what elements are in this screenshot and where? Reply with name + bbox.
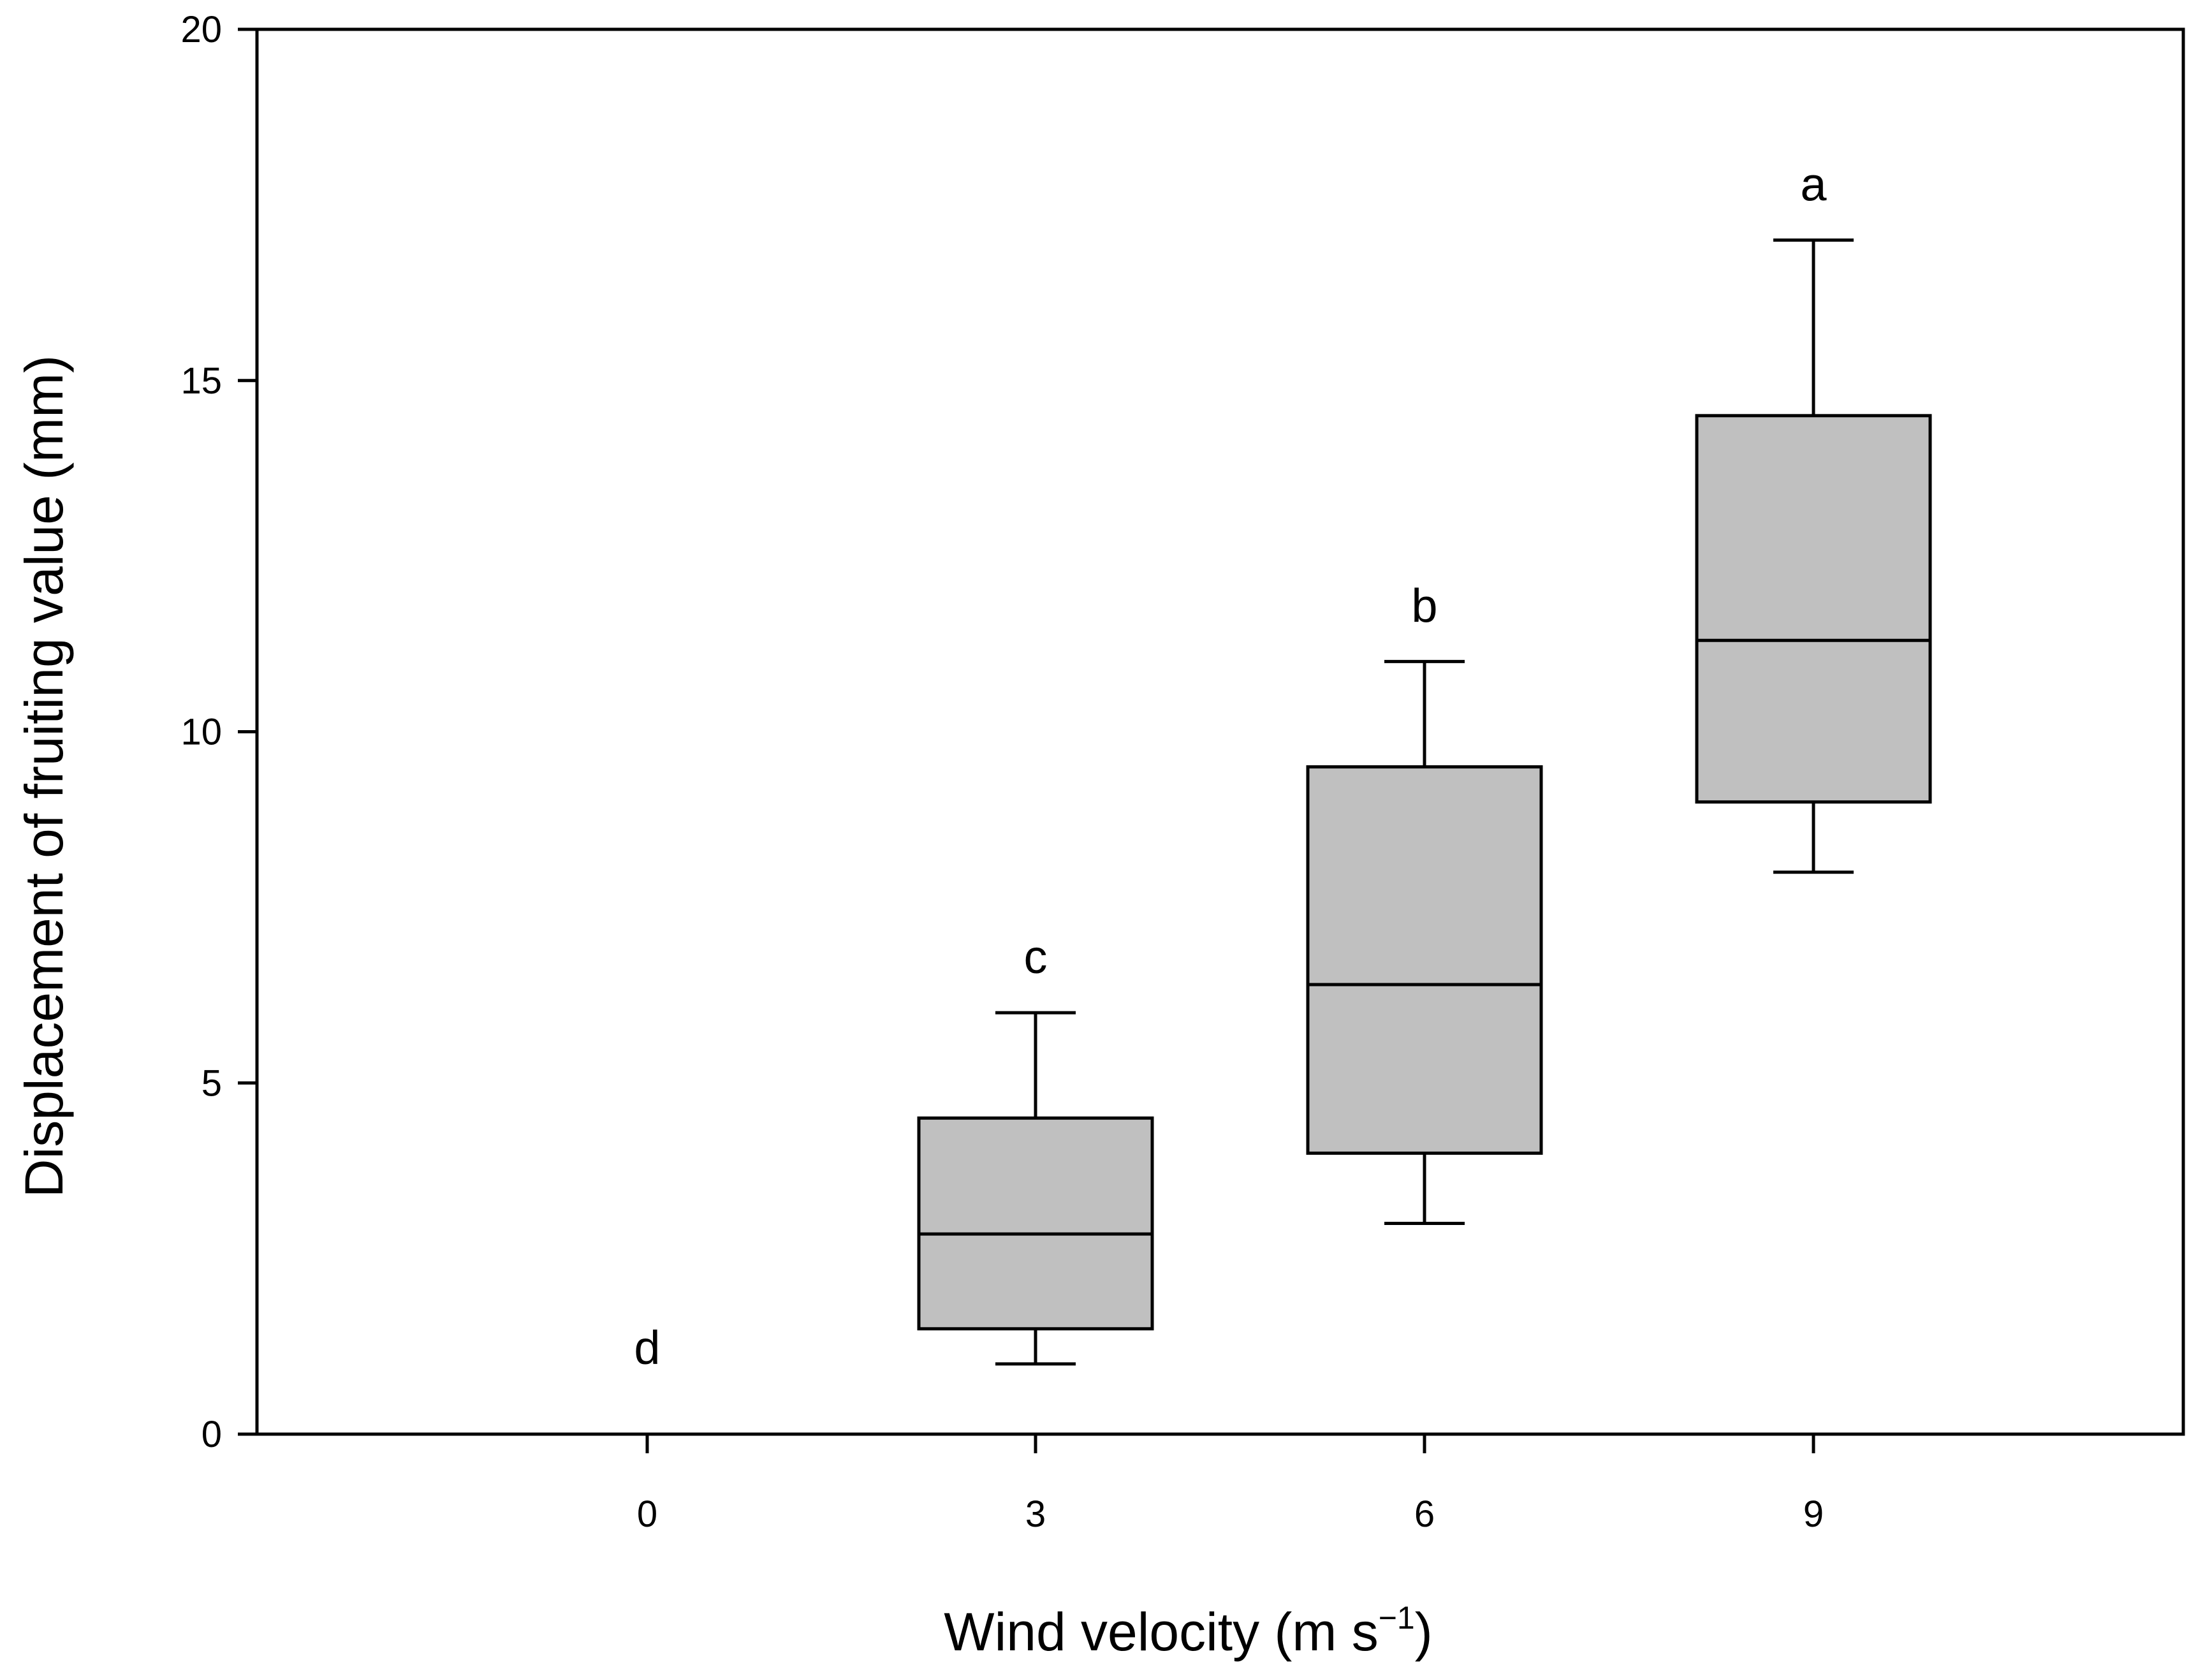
y-axis-title: Displacement of fruiting value (mm) xyxy=(14,355,74,1198)
significance-label: b xyxy=(1411,579,1437,632)
x-axis-title: Wind velocity (m s−1) xyxy=(944,1600,1432,1662)
significance-label: d xyxy=(634,1321,660,1374)
y-tick-label: 20 xyxy=(180,9,222,50)
x-tick-label: 0 xyxy=(637,1493,657,1535)
box-group-9 xyxy=(1695,238,1932,874)
iqr-box xyxy=(1695,414,1932,804)
y-tick-label: 0 xyxy=(201,1414,222,1455)
x-tick-label: 3 xyxy=(1025,1493,1046,1535)
x-axis-title-superscript: −1 xyxy=(1379,1600,1415,1636)
significance-label: c xyxy=(1024,930,1048,983)
y-tick-label: 10 xyxy=(180,712,222,753)
x-axis-title-main: Wind velocity (m s xyxy=(944,1602,1378,1662)
x-axis-title-close: ) xyxy=(1415,1602,1433,1662)
iqr-box xyxy=(1306,765,1543,1155)
significance-label: a xyxy=(1800,158,1827,210)
box-group-3 xyxy=(917,1011,1154,1366)
iqr-box xyxy=(917,1116,1154,1331)
x-tick-label: 9 xyxy=(1803,1493,1824,1535)
box-group-6 xyxy=(1306,659,1543,1226)
x-tick-label: 6 xyxy=(1414,1493,1435,1535)
y-tick-label: 5 xyxy=(201,1062,222,1104)
y-tick-label: 15 xyxy=(180,360,222,402)
